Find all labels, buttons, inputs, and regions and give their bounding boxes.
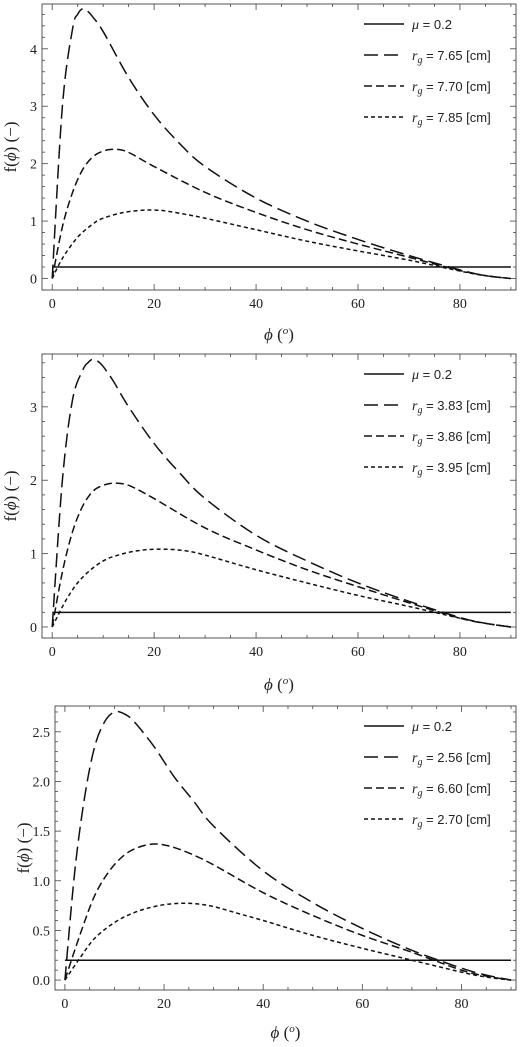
legend-label-4: rg = 7.85 [cm] bbox=[412, 110, 491, 128]
x-tick-label: 60 bbox=[351, 645, 365, 660]
series-line-2 bbox=[64, 710, 512, 981]
y-axis: 0 1 2 3 bbox=[30, 362, 516, 636]
legend-label-3: rg = 6.60 [cm] bbox=[412, 781, 491, 799]
chart-panel-1: 0 20 40 60 80 0 1 2 3 4 ϕ (o) f(ϕ) (−) μ = 0.2 rg = 7… bbox=[1, 3, 517, 344]
legend: μ = 0.2 rg = 2.56 [cm] rg = 6.60 [cm] rg = … bbox=[364, 719, 491, 830]
y-tick-label: 1.0 bbox=[33, 875, 51, 890]
y-tick-label: 3 bbox=[30, 401, 37, 416]
x-tick-label: 0 bbox=[49, 297, 56, 312]
series-line-4 bbox=[64, 902, 512, 981]
y-tick-label: 3 bbox=[30, 100, 37, 115]
series-group bbox=[51, 358, 512, 628]
y-axis-title: f(ϕ) (−) bbox=[1, 471, 20, 522]
series-line-3 bbox=[51, 482, 512, 628]
x-axis: 0 20 40 60 80 bbox=[49, 4, 512, 312]
x-axis: 0 20 40 60 80 bbox=[61, 706, 512, 1012]
x-tick-label: 0 bbox=[49, 645, 56, 660]
legend-label-4: rg = 3.95 [cm] bbox=[412, 460, 491, 478]
x-tick-label: 0 bbox=[61, 997, 68, 1012]
legend-label-1: μ = 0.2 bbox=[411, 367, 452, 383]
legend-label-3: rg = 3.86 [cm] bbox=[412, 429, 491, 447]
y-tick-label: 1.5 bbox=[33, 825, 51, 840]
series-line-3 bbox=[64, 843, 512, 981]
chart-panel-2: 0 20 40 60 80 0 1 2 3 ϕ (o) f(ϕ) (−) μ = 0.2 rg = 3.… bbox=[1, 353, 517, 694]
plot-frame bbox=[41, 3, 517, 291]
x-axis-title: ϕ (o) bbox=[264, 675, 294, 694]
x-tick-label: 20 bbox=[147, 645, 161, 660]
y-tick-label: 4 bbox=[30, 43, 37, 58]
y-tick-label: 0 bbox=[30, 273, 37, 288]
series-line-4 bbox=[51, 548, 512, 628]
y-tick-label: 1 bbox=[30, 215, 37, 230]
y-axis: 0 1 2 3 4 bbox=[30, 13, 516, 291]
plot-frame bbox=[41, 353, 517, 639]
y-tick-label: 2 bbox=[30, 158, 37, 173]
x-tick-label: 40 bbox=[249, 297, 263, 312]
y-axis: 0.0 0.5 1.0 1.5 2.0 2.5 bbox=[33, 711, 516, 991]
y-tick-label: 0.5 bbox=[33, 924, 51, 939]
series-line-2 bbox=[51, 358, 512, 628]
x-tick-label: 80 bbox=[453, 645, 467, 660]
y-tick-label: 2 bbox=[30, 474, 37, 489]
legend-label-2: rg = 2.56 [cm] bbox=[412, 750, 491, 768]
x-axis: 0 20 40 60 80 bbox=[49, 354, 512, 660]
series-line-2 bbox=[51, 7, 511, 280]
x-tick-label: 80 bbox=[453, 297, 467, 312]
legend-label-1: μ = 0.2 bbox=[411, 719, 452, 735]
legend: μ = 0.2 rg = 3.83 [cm] rg = 3.86 [cm] rg = … bbox=[364, 367, 491, 478]
y-axis-title: f(ϕ) (−) bbox=[1, 122, 20, 173]
series-group bbox=[51, 7, 511, 280]
x-tick-label: 20 bbox=[157, 997, 171, 1012]
x-tick-label: 60 bbox=[355, 997, 369, 1012]
y-tick-label: 2.5 bbox=[33, 726, 51, 741]
series-line-3 bbox=[51, 148, 511, 280]
x-tick-label: 80 bbox=[454, 997, 468, 1012]
legend: μ = 0.2 rg = 7.65 [cm] rg = 7.70 [cm] rg = … bbox=[364, 17, 491, 128]
x-axis-title: ϕ (o) bbox=[264, 325, 294, 344]
legend-label-2: rg = 7.65 [cm] bbox=[412, 48, 491, 66]
y-axis-title: f(ϕ) (−) bbox=[14, 823, 33, 874]
y-tick-label: 0.0 bbox=[33, 974, 51, 989]
y-tick-label: 2.0 bbox=[33, 775, 51, 790]
y-tick-label: 1 bbox=[30, 548, 37, 563]
chart-panel-3: 0 20 40 60 80 0.0 0.5 1.0 1.5 2.0 2.5 ϕ (o) f(ϕ) (−)… bbox=[14, 705, 517, 1042]
y-tick-label: 0 bbox=[30, 621, 37, 636]
legend-label-4: rg = 2.70 [cm] bbox=[412, 812, 491, 830]
x-tick-label: 60 bbox=[351, 297, 365, 312]
series-line-4 bbox=[51, 209, 511, 280]
x-tick-label: 40 bbox=[256, 997, 270, 1012]
legend-label-1: μ = 0.2 bbox=[411, 17, 452, 33]
x-tick-label: 20 bbox=[147, 297, 161, 312]
legend-label-2: rg = 3.83 [cm] bbox=[412, 398, 491, 416]
legend-label-3: rg = 7.70 [cm] bbox=[412, 79, 491, 97]
x-tick-label: 40 bbox=[249, 645, 263, 660]
plot-frame bbox=[54, 705, 517, 991]
x-axis-title: ϕ (o) bbox=[271, 1023, 301, 1042]
series-group bbox=[64, 710, 512, 981]
